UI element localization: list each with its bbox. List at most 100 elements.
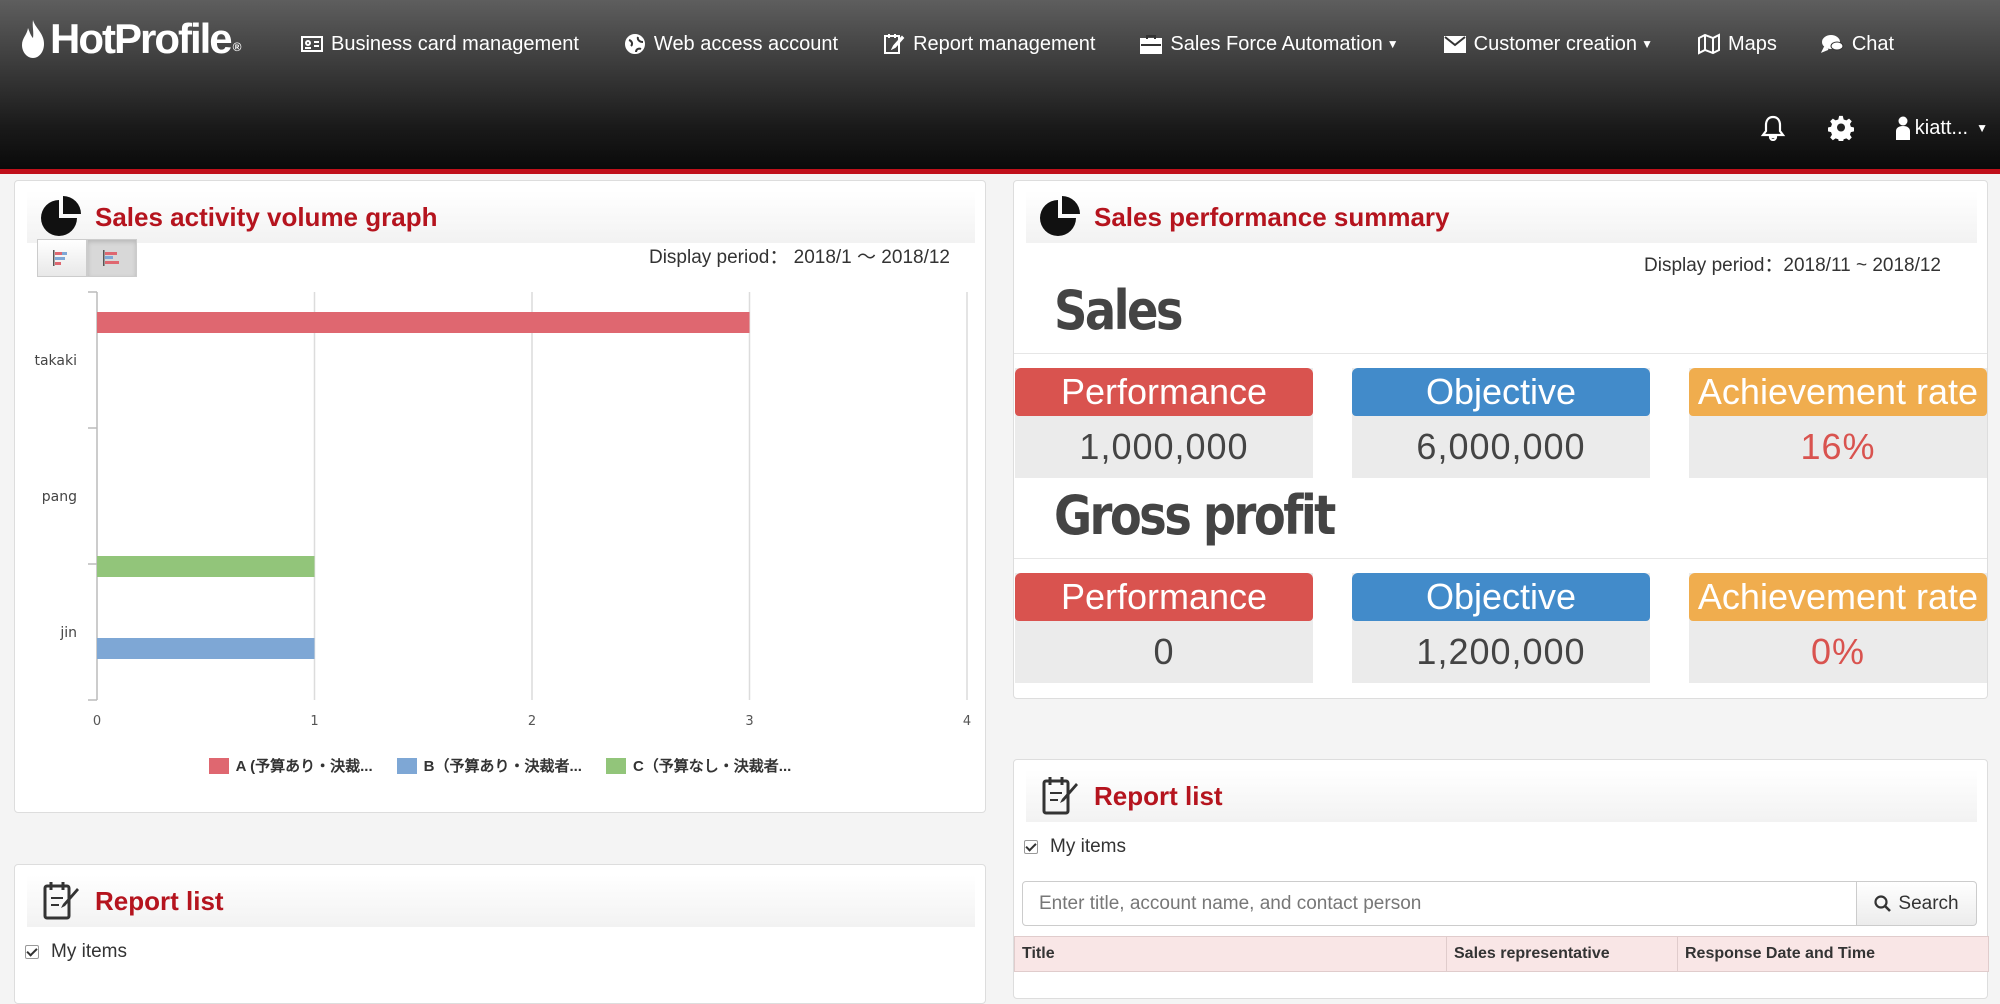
search-button[interactable]: Search xyxy=(1857,881,1977,926)
search-icon xyxy=(1874,894,1892,912)
divider xyxy=(1014,558,1987,559)
panel-header: Sales performance summary xyxy=(1026,191,1977,243)
kpi-value: 0% xyxy=(1810,631,1866,672)
kpi-value: 6,000,000 xyxy=(1416,426,1586,467)
caret-down-icon: ▼ xyxy=(1976,121,1988,135)
panel-title: Report list xyxy=(1094,780,1223,811)
nav-maps[interactable]: Maps xyxy=(1697,33,1777,56)
sales-section-title: Sales xyxy=(1054,279,1184,342)
kpi-value: 1,200,000 xyxy=(1416,631,1586,672)
panel-header: Report list xyxy=(1026,770,1977,822)
legend-swatch xyxy=(605,757,626,774)
nav-business-card-management[interactable]: Business card management xyxy=(300,33,579,56)
report-edit-icon xyxy=(43,882,79,920)
notifications-button[interactable] xyxy=(1759,114,1787,142)
panel-header: Sales activity volume graph xyxy=(27,191,975,243)
gear-icon xyxy=(1827,115,1854,141)
report-list-panel-left: Report list My items xyxy=(14,864,986,1004)
main-menu: Business card management Web access acco… xyxy=(300,26,1938,62)
chart-legend: A (予算あり・決裁... B（予算あり・決裁者... C（予算なし・決裁者... xyxy=(15,755,985,776)
legend-item[interactable]: C（予算なし・決裁者... xyxy=(605,755,792,776)
nav-report-management[interactable]: Report management xyxy=(882,33,1095,56)
x-tick-label: 3 xyxy=(745,714,753,729)
report-edit-icon xyxy=(884,34,905,54)
gross-performance-card: Performance 0 xyxy=(1015,573,1313,683)
my-items-checkbox[interactable]: My items xyxy=(25,941,127,963)
x-tick-label: 4 xyxy=(963,714,971,729)
checkbox-checked[interactable] xyxy=(25,945,39,959)
legend-item[interactable]: B（予算あり・決裁者... xyxy=(396,755,582,776)
hotprofile-logo[interactable]: HotProfile ® xyxy=(20,14,242,64)
column-header-sales-representative[interactable]: Sales representative xyxy=(1446,936,1678,972)
checkbox-label: My items xyxy=(51,941,127,962)
y-category-label: jin xyxy=(59,625,77,641)
briefcase-icon xyxy=(1140,35,1163,54)
report-table: Title Sales representative Response Date… xyxy=(1014,936,1989,972)
search-button-label: Search xyxy=(1898,892,1959,914)
user-icon xyxy=(1895,116,1910,140)
sales-performance-card: Performance 1,000,000 xyxy=(1015,368,1313,478)
display-period: Display period： 2018/1 ～ 2018/12 xyxy=(648,247,950,268)
grouped-bar-icon xyxy=(103,250,119,266)
my-items-checkbox[interactable]: My items xyxy=(1024,836,1126,858)
kpi-value: 0 xyxy=(1153,631,1175,672)
nav-web-access-account[interactable]: Web access account xyxy=(623,33,838,56)
nav-sales-force-automation[interactable]: Sales Force Automation ▼ xyxy=(1139,32,1399,56)
envelope-icon xyxy=(1443,36,1466,53)
stacked-bar-icon xyxy=(53,250,67,266)
chart-type-toggle xyxy=(37,239,137,277)
settings-button[interactable] xyxy=(1827,114,1855,142)
user-menu[interactable]: kiatt... ▼ xyxy=(1895,116,1988,140)
nav-label: Chat xyxy=(1851,32,1895,55)
x-tick-label: 2 xyxy=(528,714,536,729)
panel-title: Sales activity volume graph xyxy=(95,201,438,232)
bar xyxy=(97,638,315,659)
bell-icon xyxy=(1760,115,1785,141)
grouped-bar-toggle[interactable] xyxy=(87,239,137,277)
nav-label: Report management xyxy=(913,32,1096,55)
flame-logo-icon xyxy=(22,20,44,58)
nav-label: Customer creation xyxy=(1473,32,1638,55)
pie-chart-icon xyxy=(1040,196,1080,236)
nav-label: Web access account xyxy=(653,32,839,55)
legend-label: C（予算なし・決裁者... xyxy=(632,758,792,775)
caret-down-icon: ▼ xyxy=(1641,37,1653,51)
gross-objective-card: Objective 1,200,000 xyxy=(1352,573,1650,683)
sales-performance-summary-panel: Sales performance summary Display period… xyxy=(1013,180,1988,699)
report-edit-icon xyxy=(1042,777,1078,815)
report-search-input[interactable] xyxy=(1022,881,1857,926)
kpi-label: Achievement rate xyxy=(1689,573,1987,621)
display-period: Display period：2018/11 ~ 2018/12 xyxy=(1644,255,1941,276)
sales-objective-card: Objective 6,000,000 xyxy=(1352,368,1650,478)
pie-chart-icon xyxy=(41,196,81,236)
activity-bar-chart: 0 1 2 3 4 takaki pang jin xyxy=(34,291,971,729)
registered-mark: ® xyxy=(232,40,242,54)
nav-customer-creation[interactable]: Customer creation ▼ xyxy=(1443,33,1653,56)
panel-header: Report list xyxy=(27,875,975,927)
checkbox-checked[interactable] xyxy=(1024,840,1038,854)
nav-chat[interactable]: Chat xyxy=(1820,32,1895,56)
user-name: kiatt... xyxy=(1914,116,1969,139)
kpi-label: Performance xyxy=(1015,573,1313,621)
legend-label: B（予算あり・決裁者... xyxy=(423,758,582,775)
column-header-title[interactable]: Title xyxy=(1014,936,1447,972)
sales-achievement-rate-card: Achievement rate 16% xyxy=(1689,368,1987,478)
kpi-value: 16% xyxy=(1800,426,1876,467)
nav-label: Sales Force Automation xyxy=(1170,32,1383,55)
chat-bubbles-icon xyxy=(1820,35,1844,53)
legend-item[interactable]: A (予算あり・決裁... xyxy=(208,755,373,776)
report-search: Search xyxy=(1022,881,1977,926)
kpi-label: Objective xyxy=(1352,573,1650,621)
panel-title: Sales performance summary xyxy=(1094,201,1450,232)
nav-label: Business card management xyxy=(331,32,579,55)
x-tick-label: 1 xyxy=(310,714,318,729)
bar xyxy=(97,312,750,333)
checkbox-label: My items xyxy=(1050,836,1126,857)
divider xyxy=(1014,353,1987,354)
column-header-response-date[interactable]: Response Date and Time xyxy=(1677,936,1989,972)
sales-activity-graph-panel: Sales activity volume graph Display peri… xyxy=(14,180,986,813)
kpi-label: Achievement rate xyxy=(1689,368,1987,416)
globe-icon xyxy=(624,34,645,54)
stacked-bar-toggle[interactable] xyxy=(37,239,87,277)
logo-text: HotProfile xyxy=(50,15,233,62)
